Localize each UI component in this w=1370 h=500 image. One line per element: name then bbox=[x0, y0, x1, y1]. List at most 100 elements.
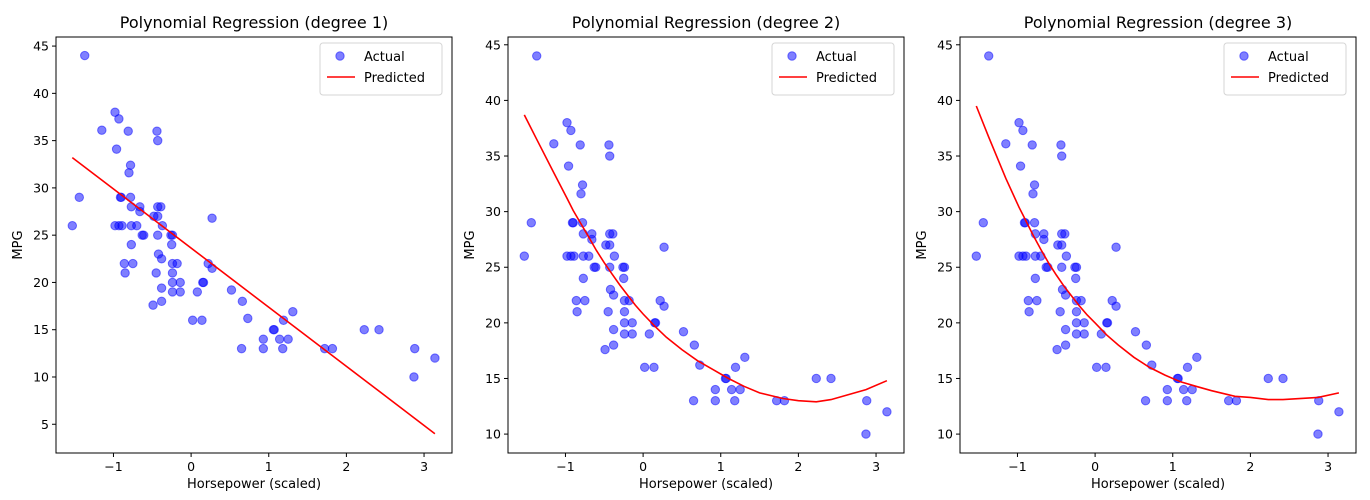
axes-frame bbox=[959, 36, 1357, 454]
x-tick-label: 1 bbox=[1169, 459, 1177, 474]
plot-area bbox=[519, 51, 892, 439]
x-tick-label: −1 bbox=[104, 459, 122, 474]
legend-marker-actual bbox=[1239, 51, 1249, 61]
data-point bbox=[237, 296, 248, 307]
data-point bbox=[978, 218, 988, 228]
data-point bbox=[167, 268, 178, 278]
data-point bbox=[430, 353, 440, 363]
x-axis-label: Horsepower (scaled) bbox=[639, 477, 773, 492]
x-axis-label: Horsepower (scaled) bbox=[1091, 477, 1225, 492]
data-point bbox=[114, 114, 124, 124]
data-point bbox=[153, 211, 163, 221]
predicted-line bbox=[975, 105, 1340, 401]
data-point bbox=[688, 396, 699, 406]
y-tick-label: 15 bbox=[485, 371, 501, 386]
y-tick-label: 10 bbox=[485, 427, 501, 442]
data-point bbox=[563, 161, 574, 171]
y-tick-label: 35 bbox=[33, 133, 49, 148]
legend: Actual Predicted bbox=[771, 42, 895, 96]
data-point bbox=[619, 262, 630, 272]
data-point bbox=[591, 262, 601, 272]
y-tick-label: 45 bbox=[485, 37, 501, 52]
x-tick-label: 0 bbox=[1091, 459, 1099, 474]
data-point bbox=[156, 202, 166, 212]
x-tick-label: 3 bbox=[1324, 459, 1332, 474]
data-point bbox=[192, 287, 203, 297]
data-point bbox=[710, 384, 721, 395]
data-point bbox=[605, 151, 615, 161]
data-point bbox=[1028, 189, 1038, 199]
data-point bbox=[644, 329, 655, 339]
x-axis-label: Horsepower (scaled) bbox=[187, 477, 321, 492]
data-point bbox=[1231, 396, 1242, 406]
data-point bbox=[1071, 262, 1082, 272]
chart-panel-1: Polynomial Regression (degree 1)−1 0 1 2 351… bbox=[11, 13, 453, 492]
axes-frame bbox=[507, 36, 905, 454]
data-point bbox=[1223, 396, 1234, 406]
data-point bbox=[274, 334, 285, 344]
legend-label-predicted: Predicted bbox=[1268, 71, 1329, 86]
data-point bbox=[735, 384, 745, 395]
data-point bbox=[1061, 251, 1072, 261]
y-tick-label: 25 bbox=[485, 260, 501, 275]
data-point bbox=[123, 126, 133, 136]
legend-box bbox=[771, 42, 895, 96]
data-point bbox=[327, 343, 338, 354]
chart-title: Polynomial Regression (degree 2) bbox=[572, 13, 841, 32]
x-tick-label: 0 bbox=[639, 459, 647, 474]
data-point bbox=[608, 229, 618, 239]
data-point bbox=[569, 251, 579, 261]
data-point bbox=[549, 139, 559, 149]
y-tick-label: 10 bbox=[33, 369, 49, 384]
data-point bbox=[278, 343, 288, 354]
data-point bbox=[120, 268, 130, 278]
data-point bbox=[1334, 407, 1344, 417]
legend-label-predicted: Predicted bbox=[816, 71, 877, 86]
data-point bbox=[124, 168, 134, 178]
data-point bbox=[1032, 295, 1042, 306]
data-point bbox=[117, 221, 127, 231]
data-point bbox=[608, 324, 619, 335]
x-tick-label: −1 bbox=[1008, 459, 1026, 474]
data-point bbox=[80, 50, 90, 61]
data-point bbox=[236, 343, 247, 354]
y-axis-label: MPG bbox=[11, 230, 26, 259]
data-point bbox=[1060, 229, 1070, 239]
data-point bbox=[571, 295, 582, 306]
data-point bbox=[97, 125, 107, 135]
data-point bbox=[619, 307, 630, 317]
data-point bbox=[151, 268, 161, 278]
data-point bbox=[128, 258, 138, 269]
data-point bbox=[609, 251, 620, 261]
data-point bbox=[862, 396, 872, 406]
data-point bbox=[826, 373, 836, 384]
x-tick-label: 1 bbox=[265, 459, 273, 474]
data-point bbox=[269, 325, 279, 335]
data-point bbox=[167, 287, 178, 297]
data-point bbox=[1141, 340, 1152, 350]
data-point bbox=[187, 315, 198, 325]
data-point bbox=[1182, 362, 1193, 373]
data-point bbox=[1029, 180, 1040, 190]
data-point bbox=[172, 258, 182, 269]
data-point bbox=[619, 329, 630, 339]
data-point bbox=[577, 180, 588, 190]
data-point bbox=[283, 334, 293, 344]
data-point bbox=[1313, 429, 1323, 439]
data-point bbox=[584, 251, 594, 261]
data-point bbox=[207, 213, 217, 223]
data-point bbox=[243, 313, 253, 324]
data-point bbox=[1071, 307, 1082, 317]
data-point bbox=[659, 242, 669, 252]
x-tick-label: 1 bbox=[717, 459, 725, 474]
data-point bbox=[1091, 362, 1102, 373]
data-point bbox=[1018, 125, 1028, 136]
data-point bbox=[374, 325, 384, 335]
data-point bbox=[600, 344, 610, 355]
y-tick-label: 20 bbox=[485, 315, 501, 330]
data-point bbox=[678, 327, 689, 337]
data-point bbox=[580, 295, 590, 306]
data-point bbox=[152, 126, 162, 136]
data-point bbox=[1030, 273, 1041, 284]
y-tick-label: 45 bbox=[937, 37, 953, 52]
